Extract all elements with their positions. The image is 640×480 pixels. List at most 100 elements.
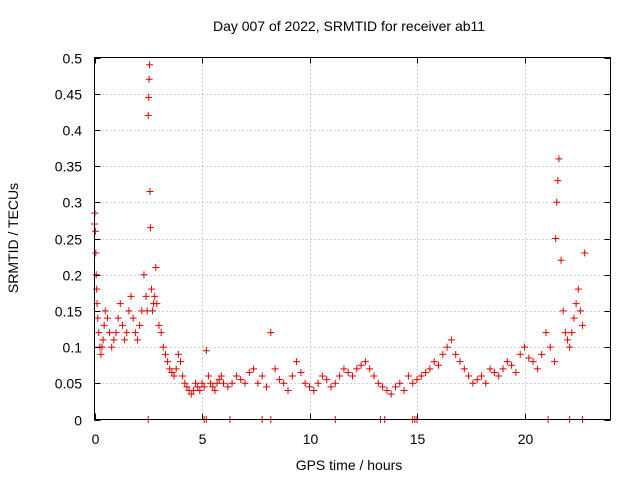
data-point — [166, 365, 174, 373]
data-point — [561, 329, 569, 337]
data-point — [452, 350, 460, 358]
data-point — [103, 314, 111, 322]
data-point — [151, 292, 159, 300]
data-point — [110, 336, 118, 344]
data-point — [353, 365, 361, 373]
data-point — [241, 379, 249, 387]
data-point — [147, 285, 155, 293]
data-point — [478, 372, 485, 380]
data-point — [181, 379, 189, 387]
data-point — [529, 358, 537, 366]
data-point — [213, 379, 221, 387]
data-point — [576, 307, 584, 315]
data-point — [456, 358, 464, 366]
data-point — [331, 379, 339, 387]
data-point — [344, 368, 352, 376]
data-point — [125, 307, 133, 315]
data-point — [288, 372, 296, 380]
data-point — [570, 314, 578, 322]
data-point — [155, 321, 163, 329]
data-point — [370, 372, 378, 380]
data-point — [555, 155, 563, 163]
data-point — [551, 358, 559, 366]
y-tick-label: 0.25 — [55, 232, 82, 248]
data-point — [146, 61, 154, 69]
y-tick-label: 0.35 — [55, 159, 82, 175]
data-point — [146, 224, 154, 232]
data-point — [263, 383, 270, 391]
data-point — [142, 292, 150, 300]
data-point — [172, 365, 180, 373]
data-point — [566, 343, 574, 351]
data-point — [164, 358, 172, 366]
data-point — [177, 358, 184, 366]
x-tick-labels: 0 5 10 15 20 — [92, 431, 534, 447]
data-point — [149, 307, 157, 315]
data-point — [267, 329, 275, 337]
y-tick-labels: 0 0.05 0.1 0.15 0.2 0.25 0.3 0.35 0.4 0.45 0.5 — [55, 51, 82, 429]
data-point — [92, 249, 100, 257]
data-point — [512, 368, 520, 376]
plot-frame — [94, 57, 611, 420]
data-point — [460, 365, 468, 373]
data-point — [157, 329, 165, 337]
data-point — [136, 321, 144, 329]
data-point — [310, 387, 318, 395]
data-point — [396, 379, 404, 387]
data-point — [525, 354, 533, 362]
data-point — [168, 368, 176, 376]
data-point — [134, 336, 141, 344]
data-point — [293, 358, 301, 366]
data-point — [145, 75, 153, 83]
data-point — [409, 379, 417, 387]
data-point — [215, 376, 223, 384]
data-point — [192, 379, 200, 387]
data-point — [430, 358, 438, 366]
chart-title: Day 007 of 2022, SRMTID for receiver ab1… — [213, 18, 485, 34]
data-point — [159, 343, 167, 351]
data-point — [508, 361, 516, 369]
data-point — [374, 379, 382, 387]
data-point — [92, 271, 100, 279]
data-point — [538, 350, 546, 358]
data-point — [482, 379, 490, 387]
data-point — [112, 329, 120, 337]
data-point — [542, 329, 550, 337]
data-point — [392, 383, 399, 391]
data-point — [202, 347, 210, 355]
data-point — [121, 336, 129, 344]
grid-lines — [94, 57, 611, 420]
data-point — [581, 249, 589, 257]
data-point — [546, 343, 554, 351]
data-point — [499, 365, 507, 373]
data-point — [280, 379, 288, 387]
data-point — [196, 387, 204, 395]
data-point — [127, 292, 135, 300]
data-point — [200, 383, 208, 391]
data-point — [572, 300, 580, 308]
data-point — [183, 383, 191, 391]
axis-ticks — [94, 57, 611, 421]
y-tick-label: 0.15 — [55, 304, 82, 320]
data-point — [123, 329, 131, 337]
data-point — [146, 187, 154, 195]
data-point — [179, 372, 187, 380]
data-point — [108, 343, 116, 351]
data-point — [114, 314, 122, 322]
y-tick-label: 0.1 — [63, 340, 83, 356]
data-point — [145, 93, 153, 101]
data-point — [557, 256, 565, 264]
data-point — [100, 321, 108, 329]
data-point — [129, 314, 137, 322]
data-point — [574, 285, 582, 293]
x-tick-label: 10 — [303, 431, 319, 447]
data-point — [521, 343, 528, 351]
data-point — [516, 350, 524, 358]
data-point — [340, 365, 348, 373]
data-point — [314, 379, 322, 387]
y-tick-label: 0.4 — [63, 123, 83, 139]
data-point — [174, 350, 182, 358]
data-point — [387, 390, 395, 398]
data-point — [495, 372, 503, 380]
data-point — [97, 350, 105, 358]
